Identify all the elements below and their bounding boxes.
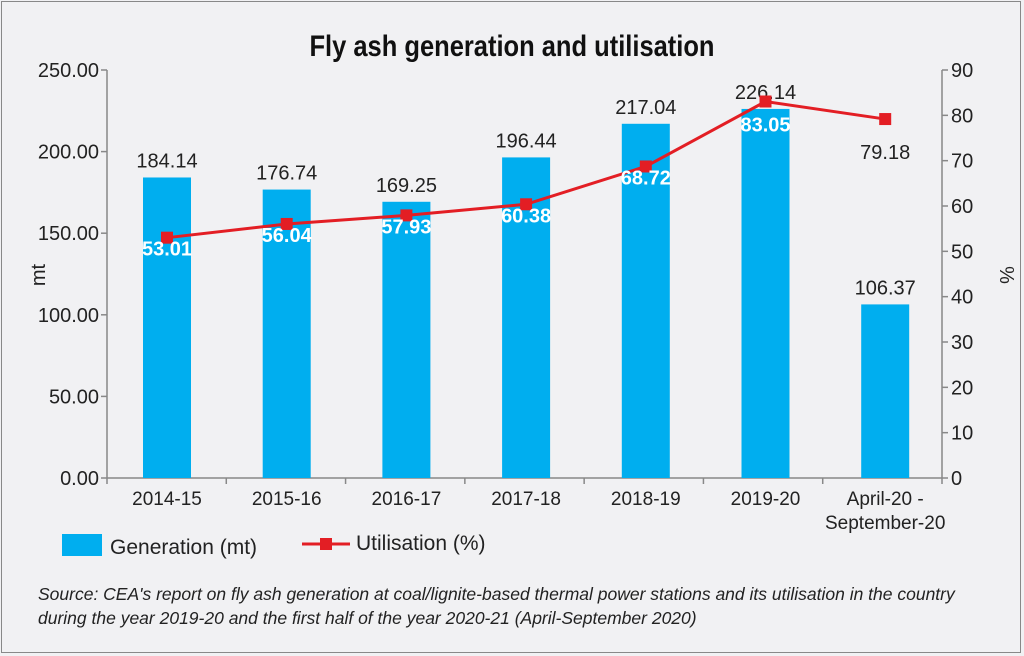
- x-tick-label: September-20: [825, 513, 945, 534]
- legend-swatch-generation: [62, 534, 102, 556]
- utilisation-value-label: 53.01: [142, 239, 192, 261]
- utilisation-value-label: 56.04: [262, 225, 313, 247]
- bar-generation: [861, 304, 910, 478]
- left-tick-label: 100.00: [38, 305, 99, 327]
- source-note: Source: CEA's report on fly ash generati…: [38, 584, 955, 628]
- right-tick-label: 20: [951, 377, 973, 399]
- bar-value-label: 169.25: [376, 175, 437, 197]
- x-tick-label: 2019-20: [731, 489, 801, 510]
- right-tick-label: 30: [951, 332, 973, 354]
- utilisation-marker: [161, 231, 173, 244]
- left-tick-label: 0.00: [60, 468, 99, 490]
- x-tick-label: 2018-19: [611, 489, 681, 510]
- utilisation-marker: [759, 95, 772, 108]
- right-tick-label: 70: [951, 151, 973, 173]
- bar-value-label: 176.74: [256, 163, 317, 185]
- utilisation-marker: [879, 113, 892, 126]
- right-tick-label: 10: [951, 423, 973, 445]
- utilisation-value-label: 83.05: [740, 115, 790, 137]
- chart-title: Fly ash generation and utilisation: [309, 29, 714, 62]
- utilisation-value-label: 79.18: [860, 142, 910, 164]
- x-tick-label: 2015-16: [252, 489, 322, 510]
- right-axis-label: %: [995, 266, 1017, 284]
- bar-generation: [382, 201, 431, 478]
- x-tick-label: 2016-17: [372, 489, 442, 510]
- bar-value-label: 106.37: [855, 277, 916, 299]
- utilisation-value-label: 60.38: [501, 205, 551, 227]
- bar-value-label: 196.44: [496, 130, 557, 152]
- right-tick-label: 60: [951, 196, 973, 218]
- bar-generation: [741, 108, 790, 479]
- right-tick-label: 80: [951, 105, 973, 127]
- utilisation-value-label: 68.72: [621, 167, 671, 189]
- utilisation-marker: [639, 160, 652, 173]
- left-tick-label: 50.00: [49, 386, 99, 408]
- utilisation-marker: [280, 217, 293, 230]
- legend-swatch-utilisation-marker: [320, 538, 332, 550]
- x-tick-label: 2017-18: [491, 489, 561, 510]
- right-tick-label: 90: [951, 60, 973, 82]
- utilisation-marker: [520, 198, 533, 211]
- right-tick-label: 40: [951, 287, 973, 309]
- bar-value-label: 226.14: [735, 82, 796, 104]
- right-tick-label: 0: [951, 468, 962, 490]
- left-tick-label: 150.00: [38, 223, 99, 245]
- utilisation-value-label: 57.93: [381, 216, 431, 238]
- x-tick-label: April-20 -: [847, 489, 924, 510]
- bar-value-label: 184.14: [136, 150, 197, 172]
- legend-label-generation: Generation (mt): [110, 536, 257, 559]
- right-tick-label: 50: [951, 241, 973, 263]
- left-tick-label: 250.00: [38, 60, 99, 82]
- bar-value-label: 217.04: [615, 97, 676, 119]
- bar-generation: [502, 157, 551, 479]
- legend-label-utilisation: Utilisation (%): [356, 532, 486, 555]
- left-axis-label: mt: [28, 263, 50, 286]
- bar-generation: [621, 123, 670, 479]
- bar-generation: [143, 177, 191, 478]
- bar-generation: [262, 189, 311, 479]
- utilisation-marker: [400, 209, 413, 222]
- left-tick-label: 200.00: [38, 142, 99, 164]
- x-tick-label: 2014-15: [132, 489, 202, 510]
